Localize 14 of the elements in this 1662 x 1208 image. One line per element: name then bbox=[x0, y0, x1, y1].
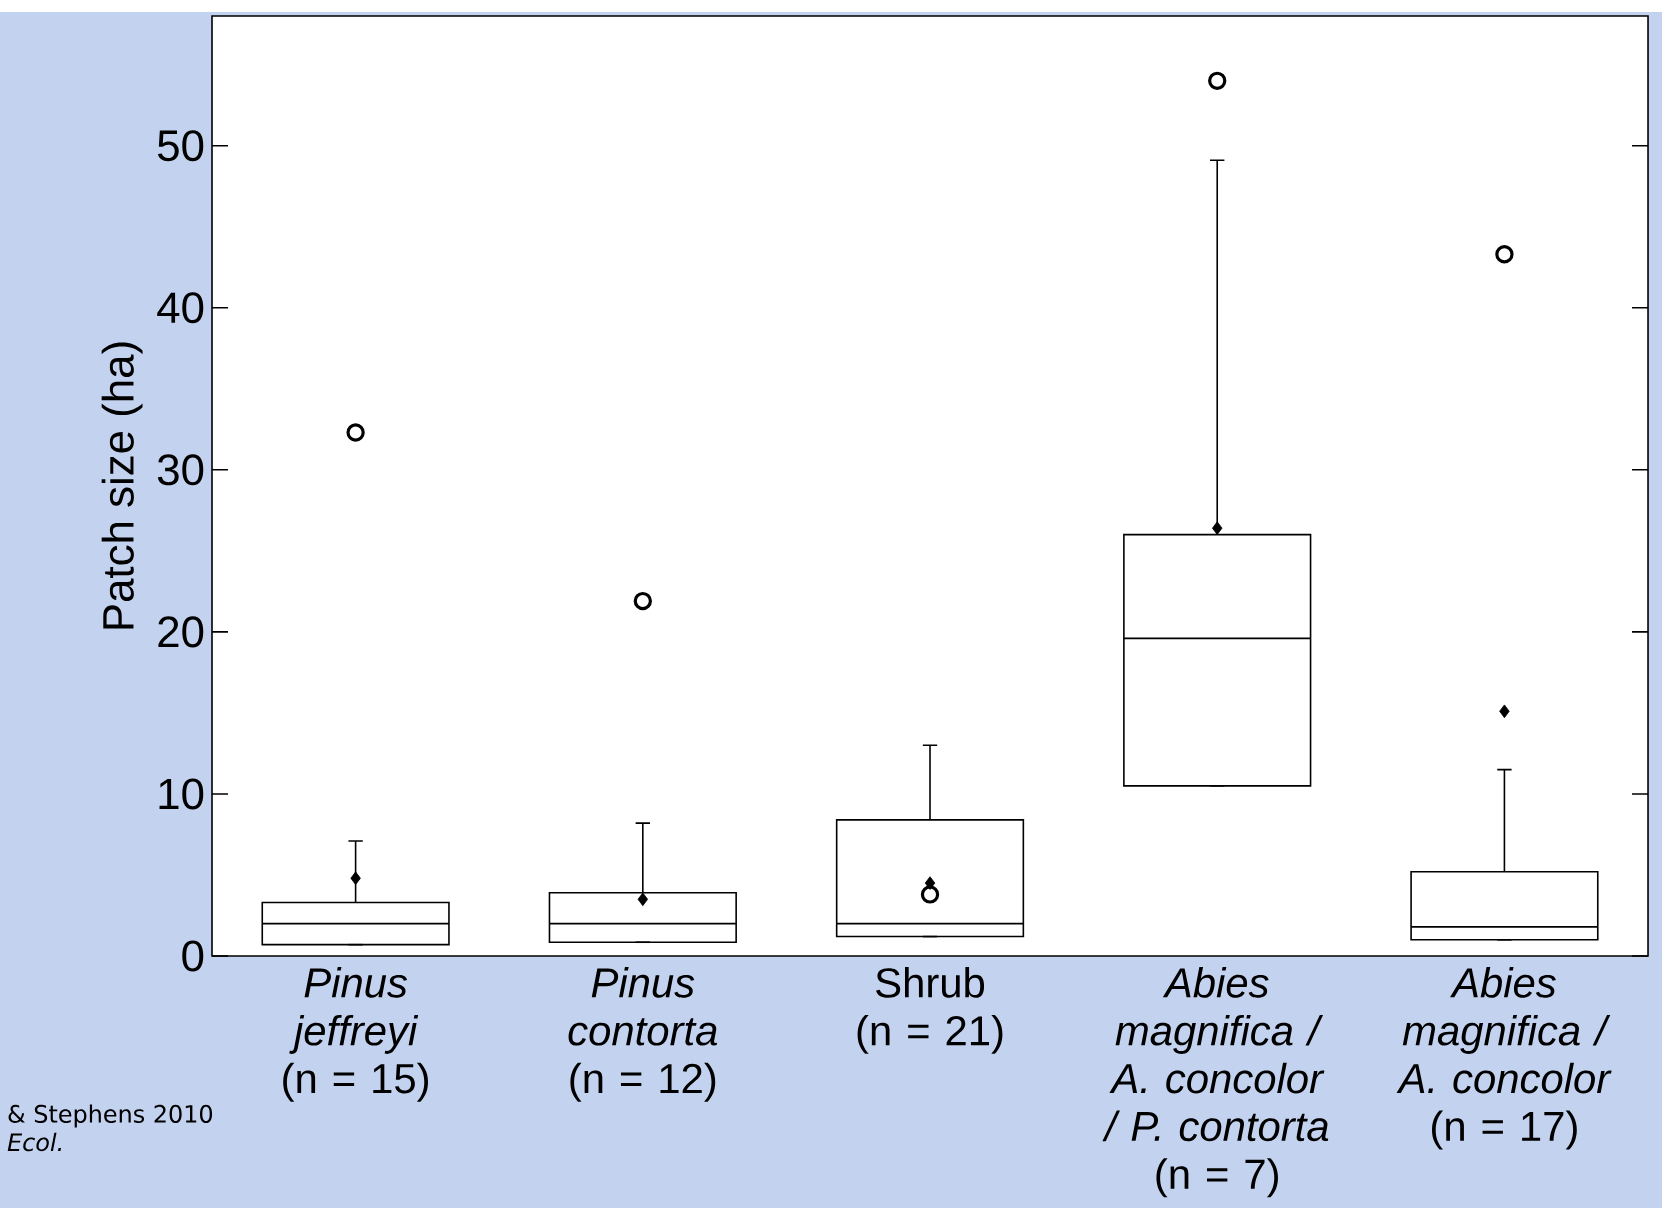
x-tick-label: Pinus contorta (n = 12) bbox=[568, 967, 717, 1102]
y-tick-label: 20 bbox=[158, 616, 204, 648]
y-tick-label: 30 bbox=[157, 454, 204, 486]
text: & Stephens 2010 bbox=[8, 1104, 213, 1128]
y-tick-label: 40 bbox=[157, 292, 204, 324]
x-tick-label: Shrub (n = 21) bbox=[857, 967, 1003, 1054]
y-tick-label: 0 bbox=[182, 940, 204, 972]
x-tick-label: Abies magnifica / A. concolor (n = 17) bbox=[1396, 967, 1612, 1150]
x-tick-label: Abies magnifica / A. concolor / P. contorta (n = 7) bbox=[1102, 967, 1329, 1198]
y-tick-label: 50 bbox=[157, 130, 204, 162]
x-tick-label: Pinus jeffreyi (n = 15) bbox=[283, 967, 428, 1102]
text: Ecol. bbox=[7, 1132, 62, 1152]
y-axis-title: Patch size (ha) bbox=[101, 342, 143, 629]
y-tick-label: 10 bbox=[159, 778, 204, 810]
